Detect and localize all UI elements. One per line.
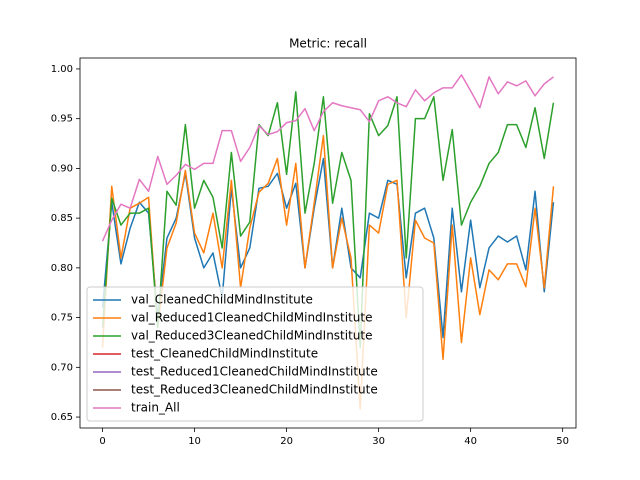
x-tick-label: 50 xyxy=(556,436,569,447)
legend-label: train_All xyxy=(131,401,180,415)
x-tick-label: 40 xyxy=(464,436,477,447)
legend: val_CleanedChildMindInstitute val_Reduced… xyxy=(86,286,424,422)
y-tick-label: 0.75 xyxy=(51,313,73,324)
legend-label: val_CleanedChildMindInstitute xyxy=(131,293,313,307)
legend-label: val_Reduced3CleanedChildMindInstitute xyxy=(131,329,373,343)
x-tick-label: 0 xyxy=(99,436,105,447)
series-line xyxy=(101,91,555,349)
x-tick-label: 10 xyxy=(188,436,201,447)
chart-title: Metric: recall xyxy=(289,37,367,51)
y-tick-label: 0.95 xyxy=(51,114,73,125)
x-tick-label: 20 xyxy=(280,436,293,447)
series-line xyxy=(101,134,555,410)
y-tick-label: 0.90 xyxy=(51,163,73,174)
plot-frame xyxy=(79,57,577,429)
legend-label: val_Reduced1CleanedChildMindInstitute xyxy=(131,311,373,325)
y-tick-label: 0.65 xyxy=(51,412,73,423)
legend-label: test_Reduced3CleanedChildMindInstitute xyxy=(131,383,378,397)
y-tick-label: 0.85 xyxy=(51,213,73,224)
legend-label: test_Reduced1CleanedChildMindInstitute xyxy=(131,365,378,379)
series-line xyxy=(101,74,554,242)
x-tick-label: 30 xyxy=(372,436,385,447)
y-tick-label: 0.70 xyxy=(51,362,73,373)
y-tick-label: 1.00 xyxy=(51,64,73,75)
y-tick-label: 0.80 xyxy=(51,263,73,274)
legend-label: test_CleanedChildMindInstitute xyxy=(131,347,318,361)
legend-box xyxy=(86,286,424,422)
